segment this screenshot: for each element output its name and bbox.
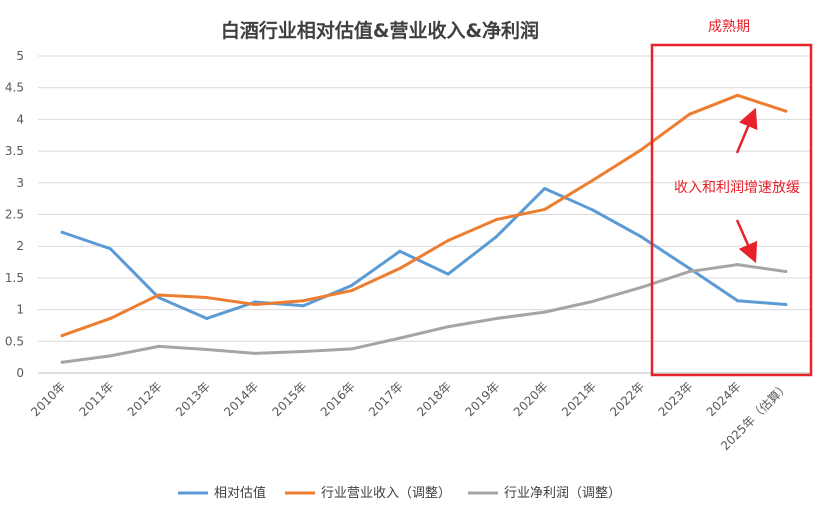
data-point	[687, 270, 691, 274]
x-tick-label: 2019年	[463, 379, 503, 419]
series-line-1	[60, 93, 788, 338]
x-tick-label: 2021年	[559, 379, 599, 419]
x-tick-label: 2014年	[221, 379, 261, 419]
data-point	[398, 249, 402, 253]
arrow-up	[735, 107, 758, 154]
legend-label: 相对估值	[214, 485, 266, 501]
slowdown-label: 收入和利润增速放缓	[674, 180, 800, 196]
y-tick-label: 0	[16, 366, 24, 380]
data-point	[494, 218, 498, 222]
arrow-down	[735, 219, 758, 264]
data-point	[784, 270, 788, 274]
data-point	[60, 230, 64, 234]
x-tick-label: 2011年	[77, 379, 117, 419]
data-point	[205, 296, 209, 300]
data-point	[494, 316, 498, 320]
data-point	[591, 208, 595, 212]
data-point	[543, 310, 547, 314]
x-tick-label: 2023年	[656, 379, 696, 419]
annotations: 成熟期 收入和利润增速放缓	[650, 19, 813, 377]
data-point	[108, 354, 112, 358]
data-point	[157, 293, 161, 297]
data-point	[591, 299, 595, 303]
x-tick-label: 2017年	[366, 379, 406, 419]
data-point	[350, 289, 354, 293]
series-lines	[60, 93, 788, 364]
x-tick-label: 2024年	[704, 379, 744, 419]
x-tick-label: 2016年	[318, 379, 358, 419]
data-point	[301, 349, 305, 353]
data-point	[736, 93, 740, 97]
y-tick-label: 1	[16, 303, 24, 317]
data-point	[350, 347, 354, 351]
legend-label: 行业营业收入（调整）	[321, 486, 451, 501]
data-point	[253, 300, 257, 304]
y-tick-label: 2	[16, 239, 24, 253]
x-axis: 2010年 2011年 2012年 2013年 2014年 2015年 2016年 2017年…	[28, 379, 792, 454]
legend-label: 行业净利润（调整）	[504, 486, 621, 501]
x-tick-label: 2010年	[28, 379, 68, 419]
x-tick-label: 2013年	[173, 379, 213, 419]
data-point	[205, 316, 209, 320]
data-point	[301, 304, 305, 308]
y-tick-label: 2.5	[5, 208, 24, 222]
y-tick-label: 3.5	[5, 144, 24, 158]
legend: 相对估值 行业营业收入（调整） 行业净利润（调整）	[178, 485, 621, 501]
y-tick-label: 3	[16, 176, 24, 190]
y-tick-label: 1.5	[5, 271, 24, 285]
data-point	[639, 235, 643, 239]
data-point	[639, 285, 643, 289]
data-point	[108, 247, 112, 251]
data-point	[446, 325, 450, 329]
data-point	[108, 316, 112, 320]
x-tick-label: 2022年	[607, 379, 647, 419]
data-point	[60, 360, 64, 364]
data-point	[301, 299, 305, 303]
data-point	[398, 336, 402, 340]
data-point	[543, 187, 547, 191]
data-point	[543, 207, 547, 211]
data-point	[687, 112, 691, 116]
data-point	[205, 348, 209, 352]
x-tick-label: 2012年	[125, 379, 165, 419]
data-point	[687, 266, 691, 270]
data-point	[784, 303, 788, 307]
data-point	[784, 109, 788, 113]
x-tick-label: 2020年	[511, 379, 551, 419]
data-point	[591, 178, 595, 182]
data-point	[350, 284, 354, 288]
y-tick-label: 0.5	[5, 334, 24, 348]
series-line-0	[60, 187, 788, 320]
data-point	[398, 266, 402, 270]
data-point	[253, 303, 257, 307]
data-point	[639, 148, 643, 152]
data-point	[736, 299, 740, 303]
data-point	[157, 344, 161, 348]
data-point	[736, 263, 740, 267]
data-point	[446, 272, 450, 276]
grid	[38, 55, 810, 374]
chart-title: 白酒行业相对估值&营业收入&净利润	[221, 19, 539, 42]
x-tick-label: 2018年	[414, 379, 454, 419]
series-line-2	[60, 263, 788, 364]
mature-period-box	[650, 43, 813, 377]
mature-period-label: 成熟期	[708, 19, 750, 35]
x-tick-label: 2015年	[270, 379, 310, 419]
data-point	[253, 351, 257, 355]
data-point	[494, 235, 498, 239]
y-tick-label: 5	[16, 49, 24, 63]
y-tick-label: 4	[16, 112, 24, 126]
data-point	[60, 334, 64, 338]
data-point	[446, 238, 450, 242]
y-axis: 0 0.5 1 1.5 2 2.5 3 3.5 4 4.5 5	[5, 49, 24, 380]
y-tick-label: 4.5	[5, 81, 24, 95]
